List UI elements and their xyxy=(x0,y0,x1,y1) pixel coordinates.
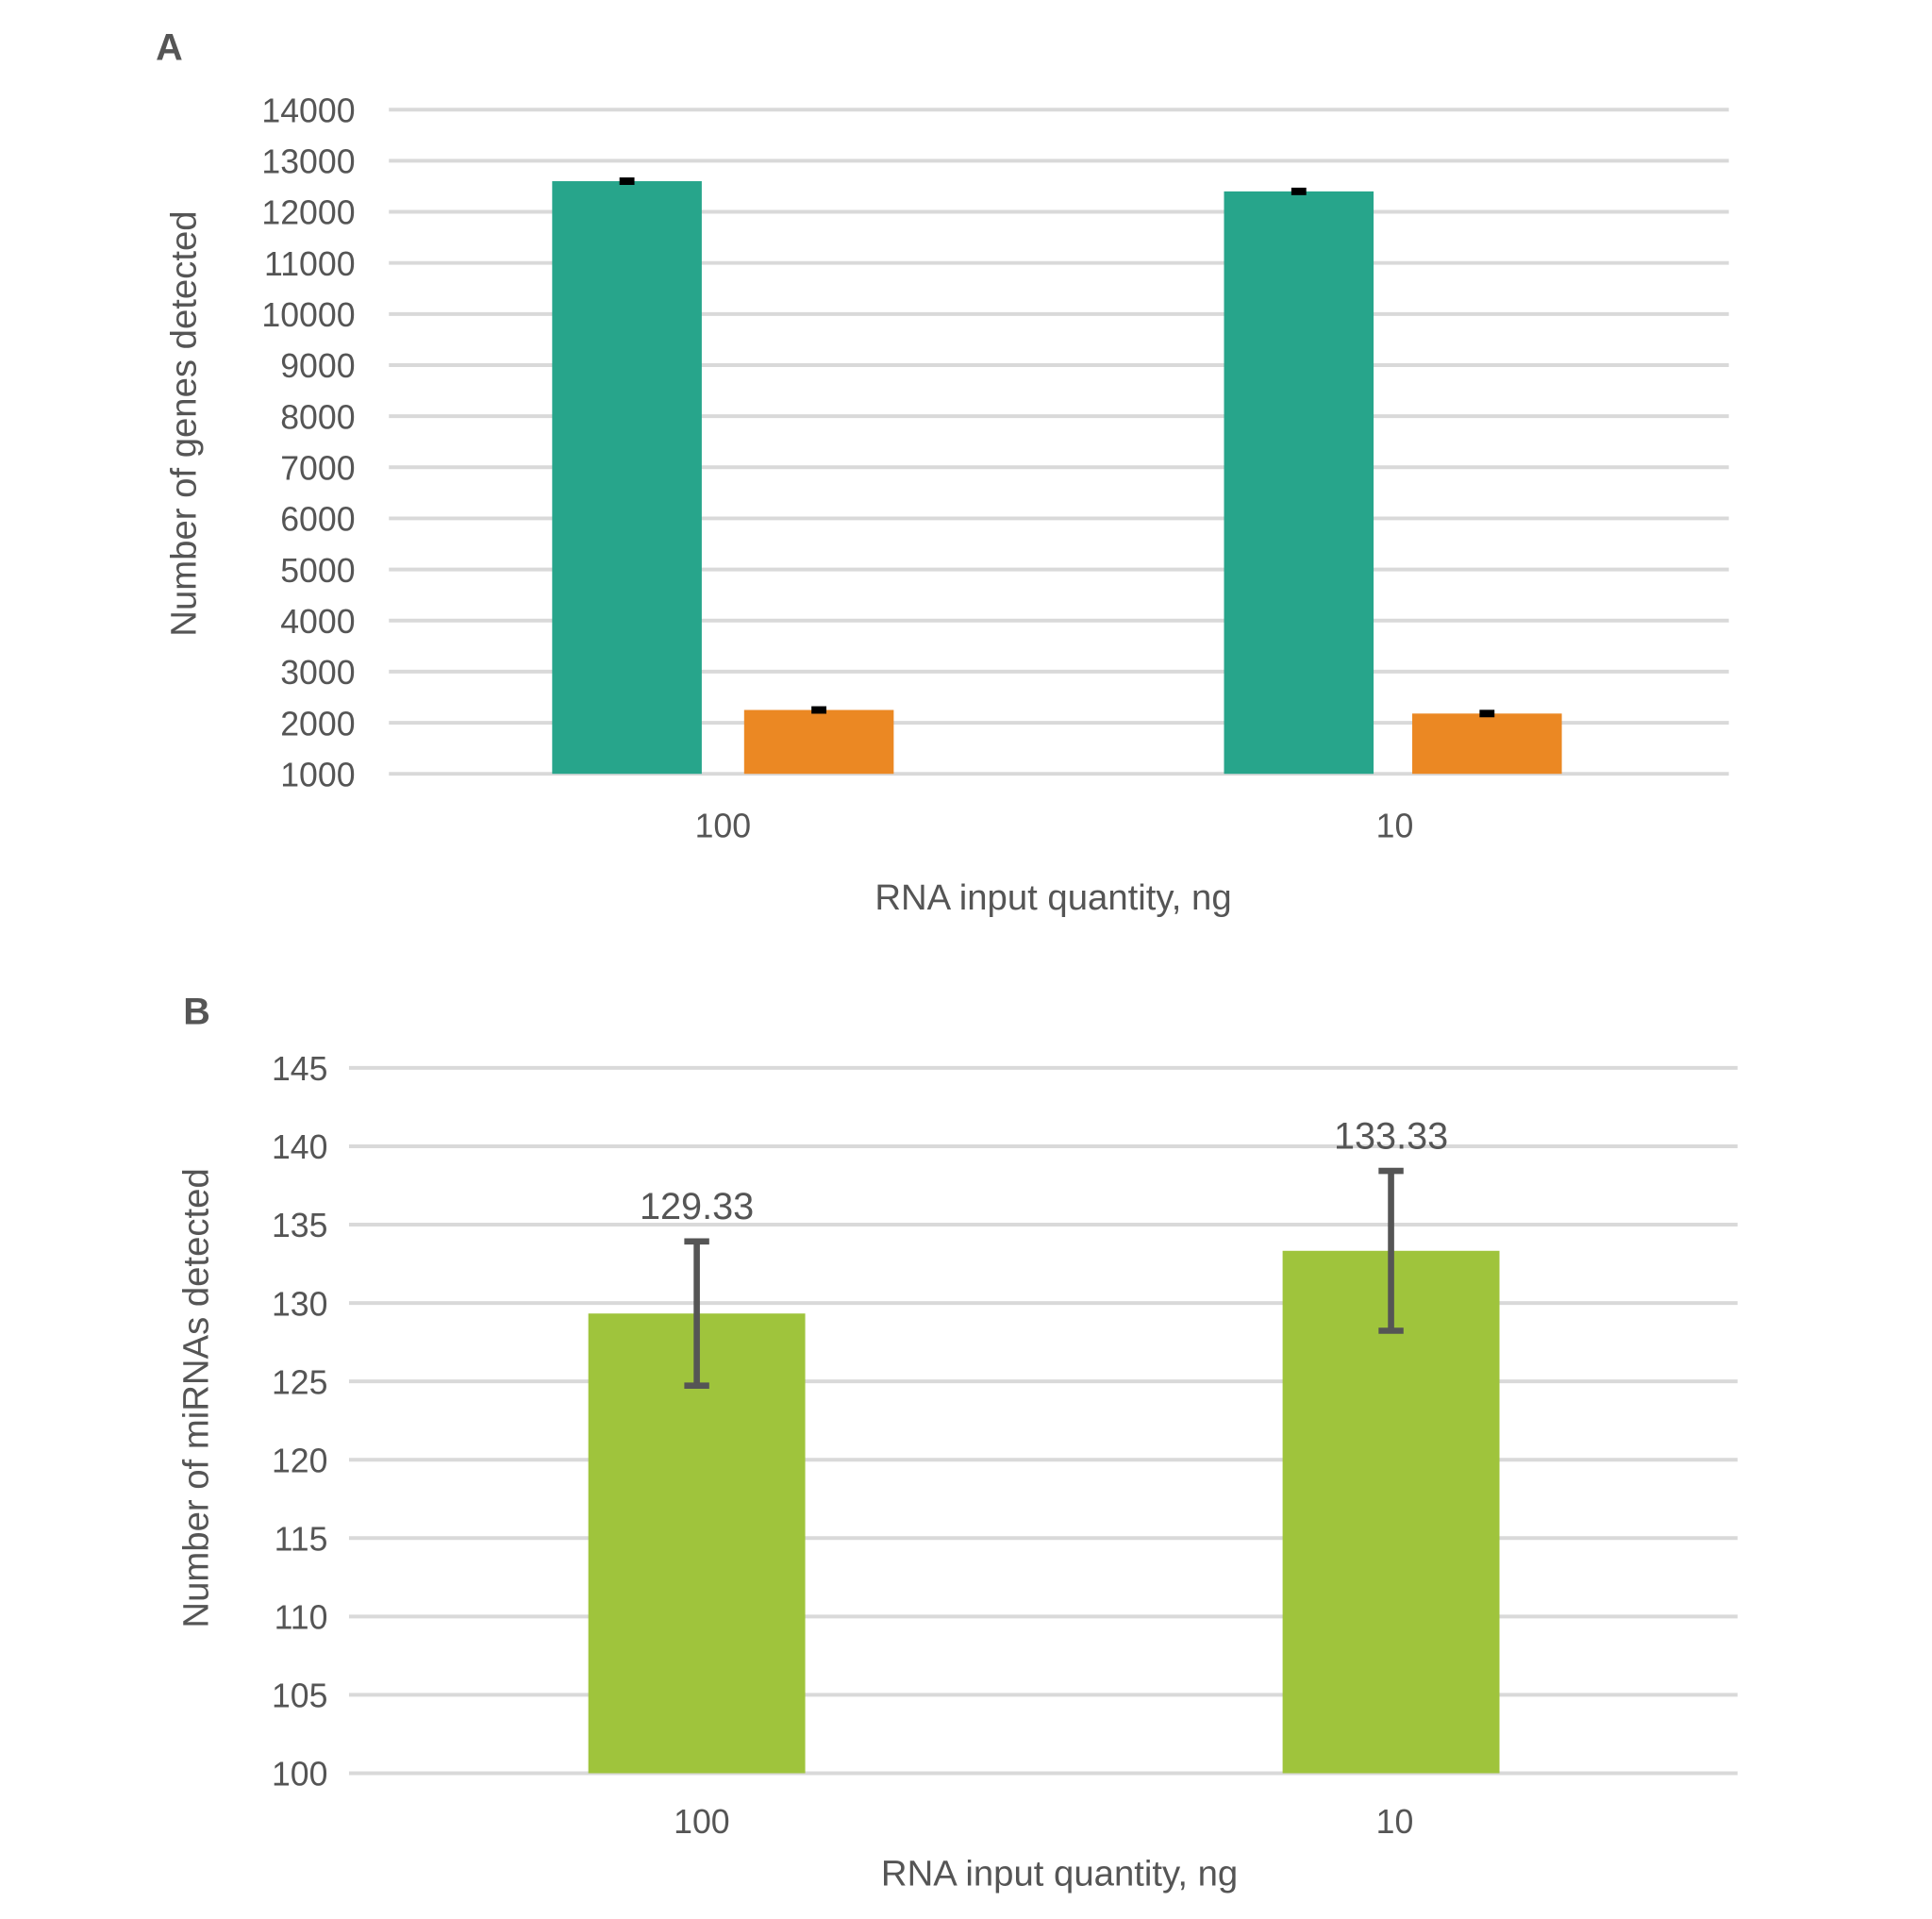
y-tick-label: 7000 xyxy=(280,450,355,488)
data-label: 133.33 xyxy=(1334,1115,1448,1157)
chart-b-xlabel: RNA input quantity, ng xyxy=(881,1853,1238,1894)
y-tick-label: 1000 xyxy=(280,756,355,793)
y-tick-label: 6000 xyxy=(280,501,355,539)
bar xyxy=(1224,191,1374,775)
y-tick-label: 110 xyxy=(275,1599,328,1637)
error-bar xyxy=(811,706,827,714)
bar xyxy=(1412,713,1562,775)
error-bar xyxy=(619,177,635,186)
chart-a: 1000 2000 3000 4000 5000 6000 7000 8000 9000 1000… xyxy=(261,92,1729,845)
bar xyxy=(743,709,894,775)
bar xyxy=(1282,1250,1500,1774)
y-tick-label: 8000 xyxy=(280,398,355,436)
error-bar xyxy=(1479,709,1495,718)
data-label: 129.33 xyxy=(640,1186,754,1227)
y-tick-label: 135 xyxy=(272,1207,328,1244)
y-tick-label: 100 xyxy=(272,1756,328,1794)
x-tick-label: 10 xyxy=(1376,808,1414,845)
y-tick-label: 120 xyxy=(272,1442,328,1479)
x-tick-label: 100 xyxy=(695,808,752,845)
x-tick-label: 10 xyxy=(1376,1803,1414,1841)
chart-a-ylabel: Number of genes detected xyxy=(163,210,204,636)
y-tick-label: 140 xyxy=(272,1128,328,1166)
y-tick-label: 5000 xyxy=(280,552,355,590)
y-tick-label: 3000 xyxy=(280,654,355,692)
y-tick-label: 125 xyxy=(272,1363,328,1401)
y-tick-label: 9000 xyxy=(280,347,355,385)
error-bar xyxy=(1291,187,1307,195)
panel-label-a: A xyxy=(156,26,183,68)
chart-b: 100 105 110 115 120 125 130 135 140 145 100 129.33 1… xyxy=(272,1050,1738,1841)
y-tick-label: 13000 xyxy=(261,143,355,181)
chart-a-xlabel: RNA input quantity, ng xyxy=(874,877,1231,918)
y-tick-label: 10000 xyxy=(261,296,355,334)
panel-label-b: B xyxy=(183,992,210,1033)
bar xyxy=(552,181,702,775)
y-tick-label: 11000 xyxy=(264,245,356,283)
y-tick-label: 115 xyxy=(275,1520,328,1558)
y-tick-label: 12000 xyxy=(261,194,355,232)
y-tick-label: 2000 xyxy=(280,705,355,743)
y-tick-label: 105 xyxy=(272,1677,328,1715)
y-tick-label: 4000 xyxy=(280,603,355,641)
y-tick-label: 145 xyxy=(272,1050,328,1088)
chart-b-ylabel: Number of miRNAs detected xyxy=(176,1168,217,1627)
x-tick-label: 100 xyxy=(674,1803,730,1841)
y-tick-label: 130 xyxy=(272,1285,328,1323)
y-tick-label: 14000 xyxy=(261,92,355,129)
bar xyxy=(588,1313,806,1774)
